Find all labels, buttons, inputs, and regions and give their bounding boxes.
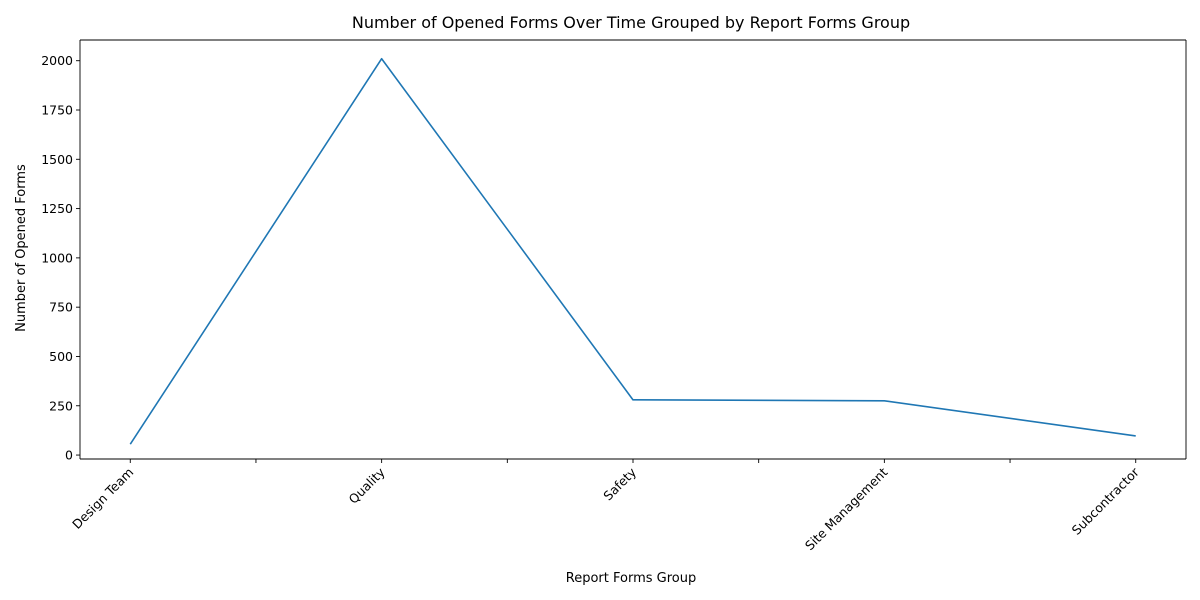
y-tick-label: 1750: [41, 102, 73, 117]
series-line: [129, 57, 1136, 445]
chart-title: Number of Opened Forms Over Time Grouped…: [352, 13, 910, 32]
y-tick-label: 750: [49, 300, 73, 315]
y-tick-label: 0: [65, 448, 73, 463]
y-tick-label: 500: [49, 349, 73, 364]
y-tick-label: 1250: [41, 201, 73, 216]
y-tick-label: 2000: [41, 53, 73, 68]
y-tick-label: 250: [49, 398, 73, 413]
y-tick-label: 1500: [41, 152, 73, 167]
x-axis-label: Report Forms Group: [566, 571, 696, 586]
y-axis-label: Number of Opened Forms: [14, 164, 29, 332]
y-tick-label: 1000: [41, 250, 73, 265]
